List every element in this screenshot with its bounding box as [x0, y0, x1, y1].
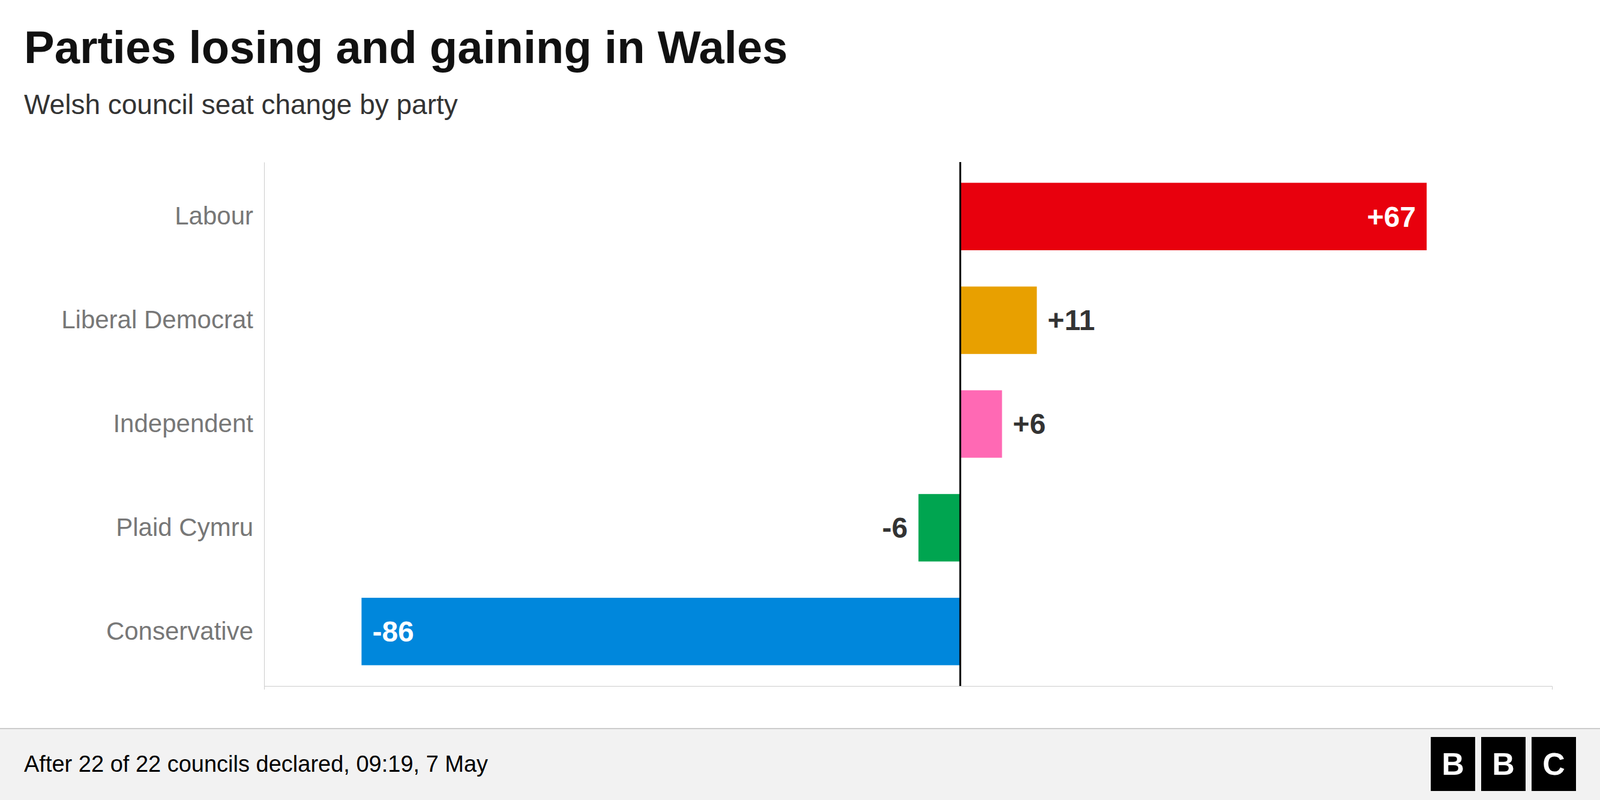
y-tick: Conservative — [106, 616, 254, 646]
bar — [361, 597, 961, 665]
logo-box — [1481, 736, 1526, 791]
y-tick-label: Conservative — [106, 616, 254, 646]
y-tick-label: Labour — [174, 201, 254, 230]
y-axis: Labour Liberal Democrat Independent Plaid C… — [61, 162, 265, 687]
footer-text: After 22 of 22 councils declared, 09:19,… — [24, 751, 488, 777]
y-tick: Liberal Democrat — [61, 305, 254, 334]
footer-background — [0, 727, 1600, 800]
bars — [361, 183, 1427, 666]
logo-letter: C — [1542, 746, 1566, 782]
footer-separator — [0, 727, 1600, 730]
y-tick-label: Plaid Cymru — [115, 513, 254, 542]
logo-box — [1430, 736, 1476, 791]
logo-letter: B — [1491, 746, 1515, 782]
logo-box — [1531, 736, 1576, 791]
bar — [960, 183, 1427, 251]
y-tick-label: Liberal Democrat — [61, 305, 254, 334]
footer: After 22 of 22 councils declared, 09:19,… — [0, 727, 1600, 800]
y-tick-label: Independent — [112, 409, 254, 438]
bar — [960, 286, 1038, 354]
logo-letter: B — [1441, 746, 1465, 782]
y-tick: Labour — [174, 201, 254, 230]
y-tick: Independent — [112, 409, 254, 438]
title: Parties losing and gaining in Wales — [24, 21, 788, 73]
data-label: +6 — [1013, 408, 1047, 440]
x-axis-line — [264, 686, 1553, 691]
data-label: +11 — [1047, 304, 1096, 337]
subtitle: Welsh council seat change by party — [24, 88, 458, 121]
data-label: -86 — [372, 615, 414, 648]
y-axis-line — [264, 162, 265, 687]
y-tick: Plaid Cymru — [115, 513, 254, 542]
data-labels: +67 +11 +6 -6 -86 — [372, 201, 1416, 648]
zero-line — [959, 162, 962, 686]
data-label: -6 — [882, 511, 909, 544]
chart: Parties losing and gaining in Wales Welsh… — [0, 0, 1600, 800]
data-label: +67 — [1367, 201, 1416, 233]
bar — [918, 493, 961, 562]
x-axis — [264, 686, 1553, 691]
bar — [960, 390, 1003, 458]
